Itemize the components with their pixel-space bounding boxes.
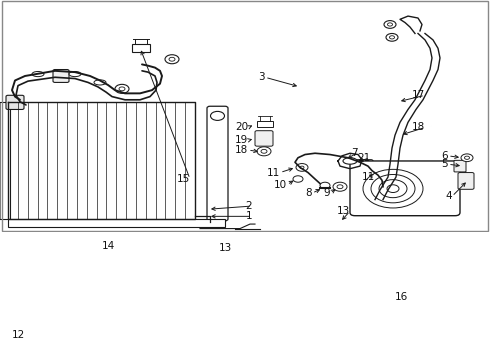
Circle shape xyxy=(337,185,343,189)
Circle shape xyxy=(300,166,304,169)
Text: 3: 3 xyxy=(258,72,265,82)
Ellipse shape xyxy=(94,80,106,85)
Text: 13: 13 xyxy=(219,243,232,253)
Circle shape xyxy=(211,111,224,120)
Circle shape xyxy=(386,33,398,41)
Bar xyxy=(257,121,273,127)
FancyBboxPatch shape xyxy=(353,160,373,171)
Circle shape xyxy=(293,176,303,182)
Circle shape xyxy=(296,163,308,171)
Bar xyxy=(132,44,150,51)
FancyBboxPatch shape xyxy=(350,161,460,216)
Circle shape xyxy=(320,182,330,189)
FancyBboxPatch shape xyxy=(458,172,474,189)
FancyBboxPatch shape xyxy=(53,69,69,82)
Circle shape xyxy=(261,149,267,153)
Text: 12: 12 xyxy=(12,330,25,340)
Circle shape xyxy=(388,23,392,26)
Text: 4: 4 xyxy=(445,192,452,201)
Text: 13: 13 xyxy=(337,206,350,216)
Text: 20: 20 xyxy=(235,122,248,132)
FancyBboxPatch shape xyxy=(6,95,24,109)
Text: 15: 15 xyxy=(177,174,190,184)
Text: 9: 9 xyxy=(323,188,330,198)
Circle shape xyxy=(165,55,179,64)
Text: 19: 19 xyxy=(235,135,248,145)
Circle shape xyxy=(461,154,473,162)
Text: 18: 18 xyxy=(235,145,248,155)
Text: 5: 5 xyxy=(441,159,448,169)
Ellipse shape xyxy=(32,72,44,77)
Bar xyxy=(0,102,10,219)
Ellipse shape xyxy=(343,158,357,164)
Text: 6: 6 xyxy=(441,151,448,161)
Bar xyxy=(8,219,225,227)
FancyBboxPatch shape xyxy=(454,160,466,172)
Text: 11: 11 xyxy=(267,167,280,177)
Ellipse shape xyxy=(69,72,81,77)
Circle shape xyxy=(169,57,175,61)
Text: 17: 17 xyxy=(412,90,425,100)
Circle shape xyxy=(257,147,271,156)
Circle shape xyxy=(333,182,347,191)
Text: 8: 8 xyxy=(305,188,312,198)
Circle shape xyxy=(465,156,469,159)
Text: 1: 1 xyxy=(245,211,252,221)
Text: 10: 10 xyxy=(274,180,287,190)
FancyBboxPatch shape xyxy=(255,131,273,146)
Text: 18: 18 xyxy=(412,122,425,132)
Circle shape xyxy=(115,84,129,93)
Text: 16: 16 xyxy=(395,292,408,302)
Text: 21: 21 xyxy=(357,153,370,163)
Text: 11: 11 xyxy=(362,172,375,182)
Text: 7: 7 xyxy=(351,148,358,158)
Circle shape xyxy=(119,87,125,91)
Circle shape xyxy=(384,21,396,28)
Circle shape xyxy=(362,170,374,178)
FancyBboxPatch shape xyxy=(207,106,228,221)
Text: 14: 14 xyxy=(102,241,115,251)
Text: 2: 2 xyxy=(245,201,252,211)
Circle shape xyxy=(390,36,394,39)
Circle shape xyxy=(366,172,370,175)
